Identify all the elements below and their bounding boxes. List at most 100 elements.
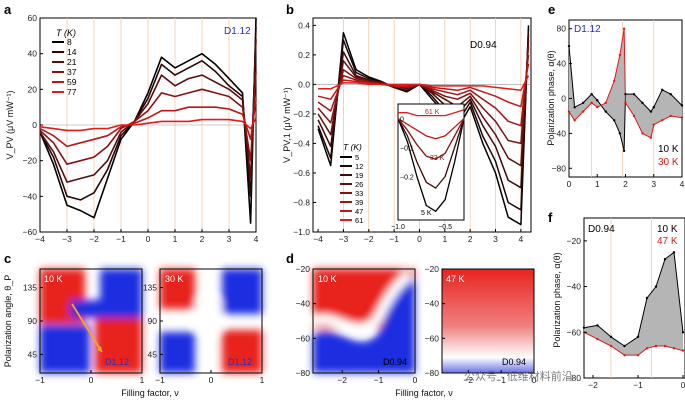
panel-d-right-map: 47 K D0.94 xyxy=(441,268,535,374)
panel-a-xtick-label: 3 xyxy=(227,234,232,244)
panel-a-ytick-label: −40 xyxy=(23,191,38,201)
panel-e-xtick-label: 1 xyxy=(595,179,600,189)
panel-b-frame xyxy=(312,17,532,233)
panel-c-xlabel: Filling factor, ν xyxy=(121,388,179,398)
panel-b-inset-frame xyxy=(397,103,465,221)
panel-a-legend-label: 37 xyxy=(67,67,77,77)
panel-b-legend-title: T (K) xyxy=(343,142,362,152)
panel-e-shaded-area xyxy=(569,28,682,151)
panel-d-left-xtick-label: −2 xyxy=(337,375,347,385)
panel-d-left-ytick-label: −60 xyxy=(296,333,311,343)
panel-e-point-30K xyxy=(669,114,672,118)
panel-e-point-10K xyxy=(581,101,585,105)
panel-c-left-temp: 10 K xyxy=(44,274,63,284)
panel-e-point-10K xyxy=(661,88,664,91)
panel-c-right-ytick-label: 45 xyxy=(148,349,158,359)
panel-e-letter: e xyxy=(548,2,555,17)
panel-e-ytick-label: 40 xyxy=(557,59,567,69)
panel-f-legend-47k: 47 K xyxy=(657,236,678,247)
panel-a-legend-label: 59 xyxy=(67,77,77,87)
panel-e-point-30K xyxy=(567,110,571,113)
panel-b-legend-label: 39 xyxy=(355,198,363,207)
panel-f-series-47K xyxy=(583,331,684,356)
panel-a-legend-title: T (K) xyxy=(56,28,76,38)
panel-f-point-10K xyxy=(681,331,685,334)
panel-b: −4 −3 −2 −1 0 1 2 3 4−1.0−0.8−0.6−0.4−0.20.00.20… xyxy=(282,17,532,244)
panel-f-point-47K xyxy=(609,344,613,348)
panel-f-ytick-label: −40 xyxy=(567,282,582,292)
panel-e-point-10K xyxy=(567,44,571,48)
panel-c-right-ytick-label: 135 xyxy=(143,283,157,293)
panel-a-ylabel: V_PV (μV mW⁻¹) xyxy=(5,91,15,160)
panel-e-xtick-label: 2 xyxy=(623,179,628,189)
panel-c-left-ytick-label: 135 xyxy=(23,283,37,293)
panel-b-legend-label: 47 xyxy=(355,207,363,216)
panel-e-point-30K xyxy=(596,106,599,109)
panel-a-series-14K xyxy=(39,26,257,201)
panel-b-ytick-label: −0.2 xyxy=(293,109,310,119)
panel-c-left-xtick-label: 0 xyxy=(89,375,94,385)
panel-b-inset-series-19K xyxy=(397,118,465,189)
panel-b-xtick-label: 0 xyxy=(417,234,422,244)
panel-f-shaded-area xyxy=(584,252,683,356)
panel-b-inset-xtick-label: −1.0 xyxy=(391,224,405,231)
panel-a-xtick-label: −4 xyxy=(35,234,45,244)
panel-a-ytick-label: −60 xyxy=(23,227,38,237)
panel-f-point-10K xyxy=(645,296,649,300)
panel-a-ytick-label: 40 xyxy=(28,49,38,59)
panel-b-ytick-label: −0.8 xyxy=(293,197,310,207)
panel-e-point-10K xyxy=(618,132,622,135)
panel-f-point-47K xyxy=(596,337,599,341)
panel-b-inset-series-5K xyxy=(397,118,465,212)
panel-a-legend-label: 14 xyxy=(67,47,77,57)
panel-a-xtick-label: 2 xyxy=(200,234,205,244)
panel-e-ytick-label: −80 xyxy=(552,163,567,173)
panel-c-left-xtick-label: −1 xyxy=(35,375,45,385)
panel-b-inset-series-61K xyxy=(398,109,465,117)
panel-b-xtick-label: 2 xyxy=(468,234,473,244)
panel-c: 10 K D1.12 30 K D1.12 −1 0 1 45 90 135 −1 0 1 45 9… xyxy=(3,268,265,398)
panel-d-left-temp: 10 K xyxy=(318,274,337,284)
panel-b-ytick-label: −1.0 xyxy=(293,227,310,237)
panel-d-xlabel: Filling factor, ν xyxy=(395,388,453,398)
panel-e-point-10K xyxy=(613,119,616,122)
panel-e-ytick-label: 0 xyxy=(561,94,566,104)
panel-c-left-tag: D1.12 xyxy=(105,357,129,367)
panel-e-point-30K xyxy=(649,136,653,139)
panel-e-point-30K xyxy=(632,114,636,118)
panel-e-ylabel: Polarization phase, α(θ) xyxy=(546,50,556,145)
panel-d-right-ytick-label: −20 xyxy=(425,264,440,274)
panel-e-point-30K xyxy=(652,123,655,126)
panel-a-xtick-label: 1 xyxy=(173,234,178,244)
panel-e-point-30K xyxy=(613,79,616,83)
panel-e-point-10K xyxy=(573,106,576,109)
panel-b-xtick-label: 3 xyxy=(493,234,498,244)
panel-e-point-30K xyxy=(618,53,622,57)
panel-c-left-ytick-label: 45 xyxy=(28,349,38,359)
panel-e-point-30K xyxy=(622,27,626,30)
panel-f-point-10K xyxy=(596,324,599,327)
panel-d-right-xtick-label: −2 xyxy=(463,375,473,385)
panel-a-ytick-label: 60 xyxy=(28,13,38,23)
panel-b-inset-ytick-label: 0 xyxy=(400,117,404,124)
panel-a-series-8K xyxy=(39,17,257,224)
panel-d-left-xtick-label: 0 xyxy=(413,375,418,385)
panel-b-ylabel: V_PV,1 (μV mW⁻¹) xyxy=(282,87,292,163)
panel-e-point-30K xyxy=(661,119,664,122)
panel-f-point-47K xyxy=(645,347,649,350)
panel-e-tag: D1.12 xyxy=(574,24,601,35)
panel-e-point-10K xyxy=(641,101,644,105)
panel-d-left-map: 10 K D0.94 xyxy=(310,268,416,374)
panel-c-trend-arrow xyxy=(71,303,103,353)
panel-e-point-10K xyxy=(604,110,607,113)
panel-c-left-xtick-label: 1 xyxy=(140,375,145,385)
panel-f-point-47K xyxy=(636,353,640,357)
panel-a-series-21K xyxy=(39,39,257,183)
panel-b-xtick-label: −2 xyxy=(364,234,374,244)
panel-b-ytick-label: 0.2 xyxy=(298,50,310,60)
panel-e-point-30K xyxy=(624,101,627,105)
panel-b-inset-label-33k: 33 K xyxy=(430,155,445,162)
panel-b-xtick-label: −4 xyxy=(313,234,323,244)
panel-d-right-xtick-label: 0 xyxy=(532,375,537,385)
